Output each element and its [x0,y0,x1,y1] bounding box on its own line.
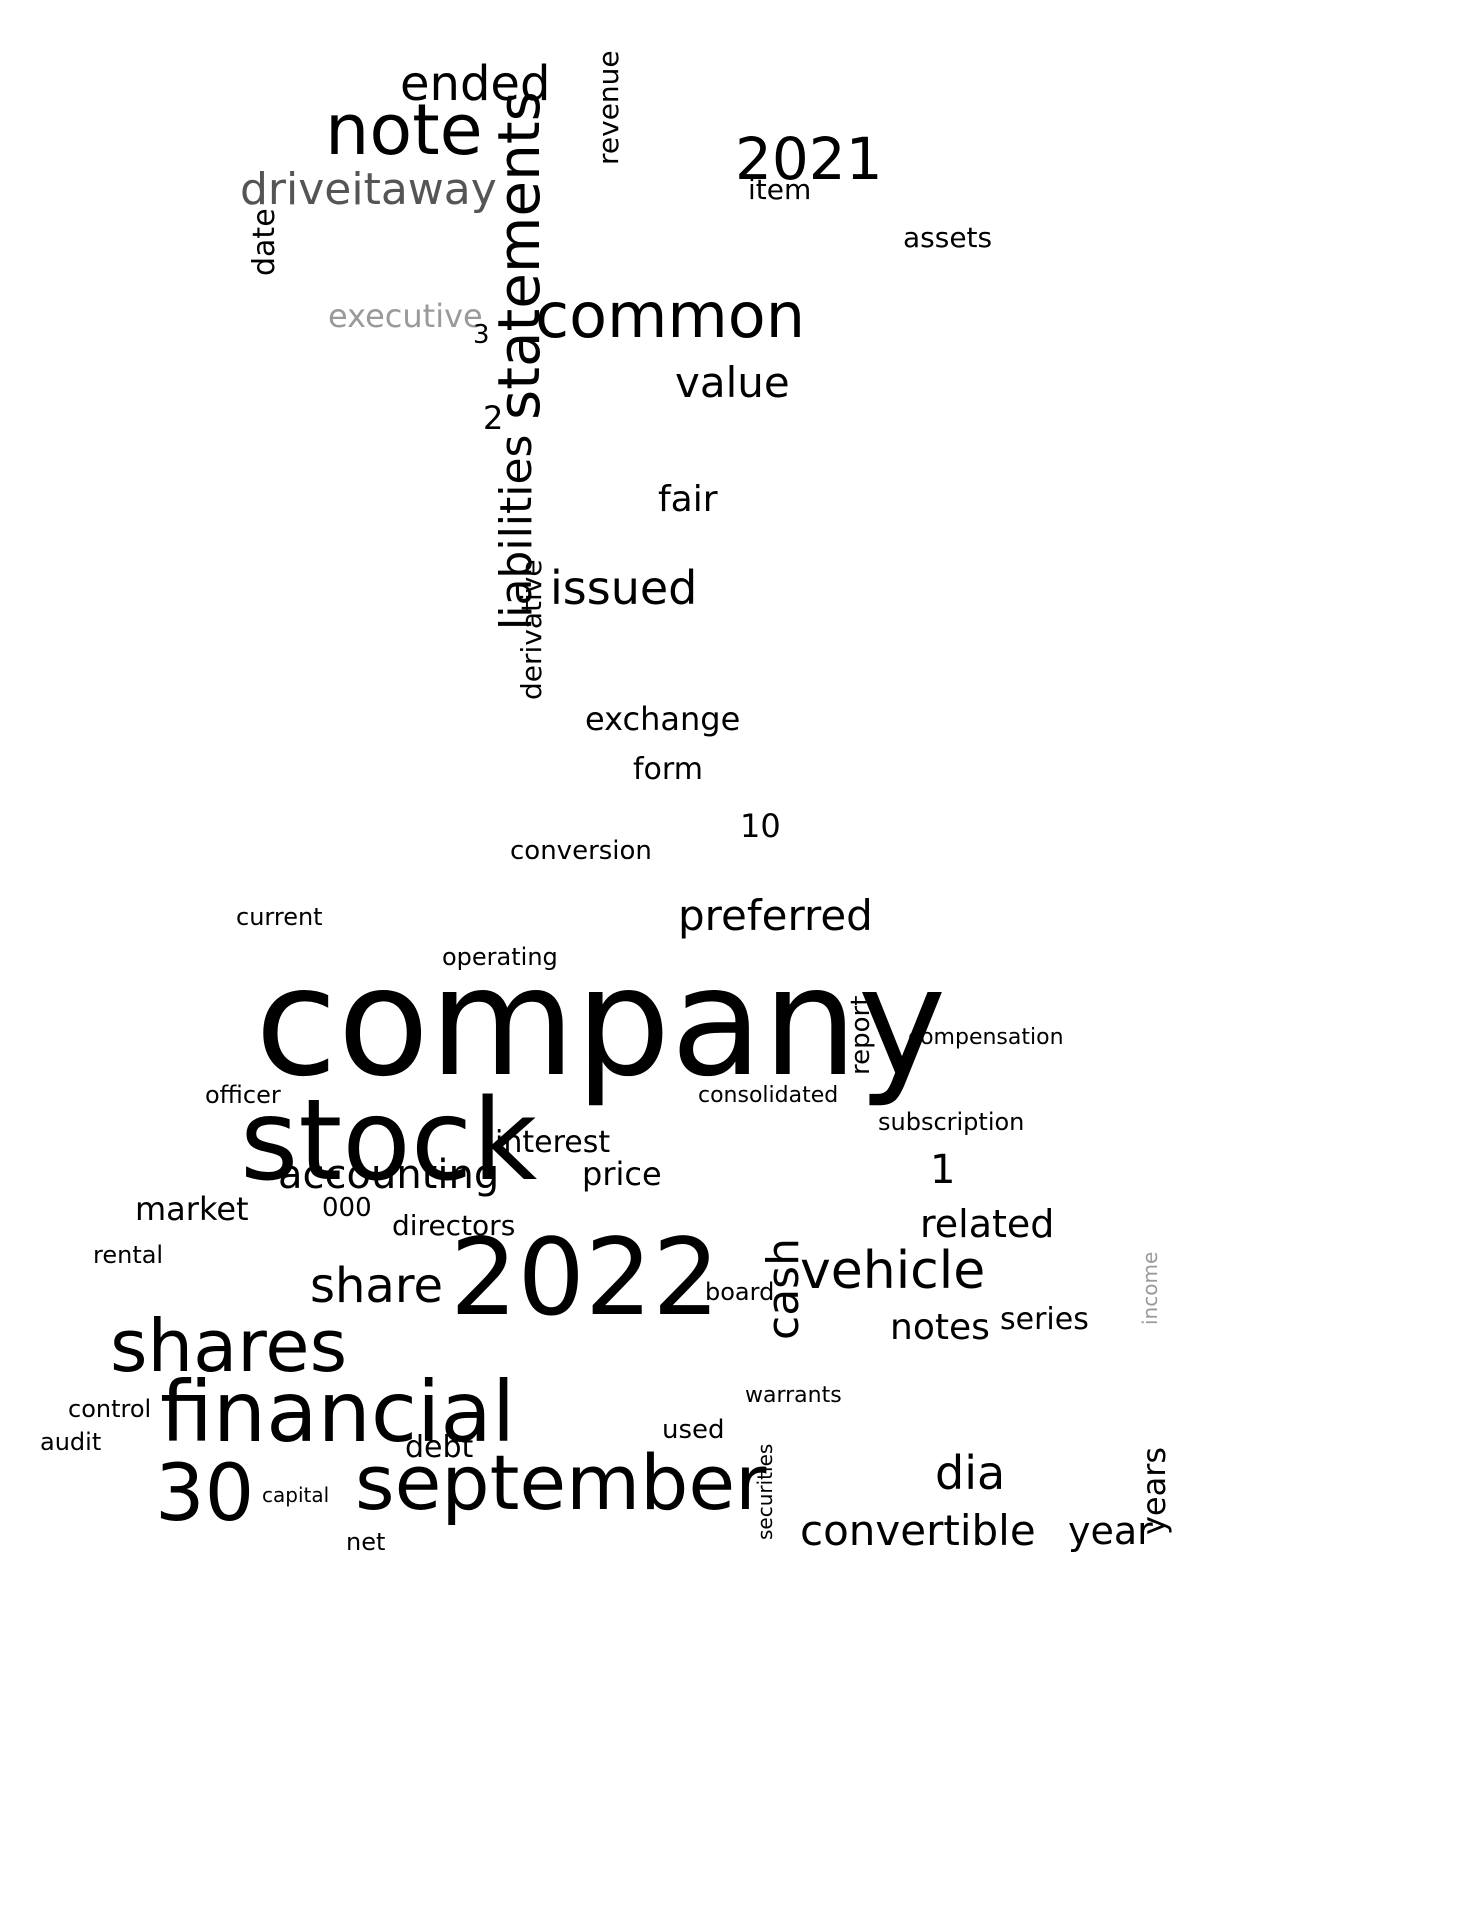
word-derivative: derivative [515,559,548,700]
word-cash: cash [758,1238,809,1340]
word-income: income [1138,1251,1162,1325]
word-executive: executive [328,297,483,335]
word-000: 000 [322,1193,372,1223]
word-convertible: convertible [800,1506,1036,1555]
word-exchange: exchange [585,700,741,738]
word-control: control [68,1395,152,1423]
word-warrants: warrants [745,1383,842,1408]
word-board: board [705,1278,775,1306]
word-fair: fair [658,479,718,520]
word-share: share [310,1258,444,1314]
word-financial: financial [160,1363,516,1461]
word-interest: interest [495,1125,611,1160]
word-3: 3 [473,320,490,350]
word-current: current [236,903,323,931]
word-operating: operating [442,943,558,971]
word-driveitaway: driveitaway [240,164,497,215]
word-2: 2 [483,399,504,437]
word-ended: ended [400,56,551,112]
word-value: value [675,358,790,407]
word-issued: issued [550,561,698,615]
word-consolidated: consolidated [698,1083,839,1108]
word-series: series [1000,1302,1089,1337]
word-capital: capital [262,1483,330,1507]
word-debt: debt [405,1430,474,1465]
word-company: company [255,936,947,1110]
word-compensation: compensation [908,1025,1064,1050]
word-assets: assets [903,221,993,254]
word-statements: statements [485,91,553,420]
word-years: years [1135,1446,1173,1535]
word-directors: directors [392,1209,516,1242]
word-subscription: subscription [878,1108,1025,1136]
word-form: form [633,752,703,787]
word-price: price [582,1155,662,1193]
word-shares: shares [110,1304,348,1388]
word-preferred: preferred [678,891,873,940]
word-dia: dia [935,1446,1006,1500]
word-2021: 2021 [735,125,883,193]
word-net: net [346,1528,386,1556]
word-date: date [247,208,282,276]
word-rental: rental [93,1241,164,1269]
word-accounting: accounting [278,1152,500,1198]
word-september: september [355,1438,767,1527]
word-2022: 2022 [450,1216,720,1339]
word-revenue: revenue [592,50,625,165]
word-notes: notes [890,1307,990,1348]
word-item: item [748,173,812,206]
word-related: related [920,1202,1055,1246]
word-1: 1 [930,1147,956,1193]
word-securities: securities [753,1443,777,1540]
word-audit: audit [40,1428,102,1456]
word-note: note [325,89,483,171]
word-used: used [662,1415,725,1445]
word-year: year [1068,1509,1153,1553]
word-10: 10 [740,807,781,845]
word-report: report [846,995,876,1075]
word-conversion: conversion [510,836,652,866]
word-vehicle: vehicle [800,1241,986,1301]
word-officer: officer [205,1081,281,1109]
word-stock: stock [240,1076,538,1206]
word-30: 30 [155,1449,255,1539]
word-market: market [135,1190,249,1228]
word-common: common [535,279,806,352]
